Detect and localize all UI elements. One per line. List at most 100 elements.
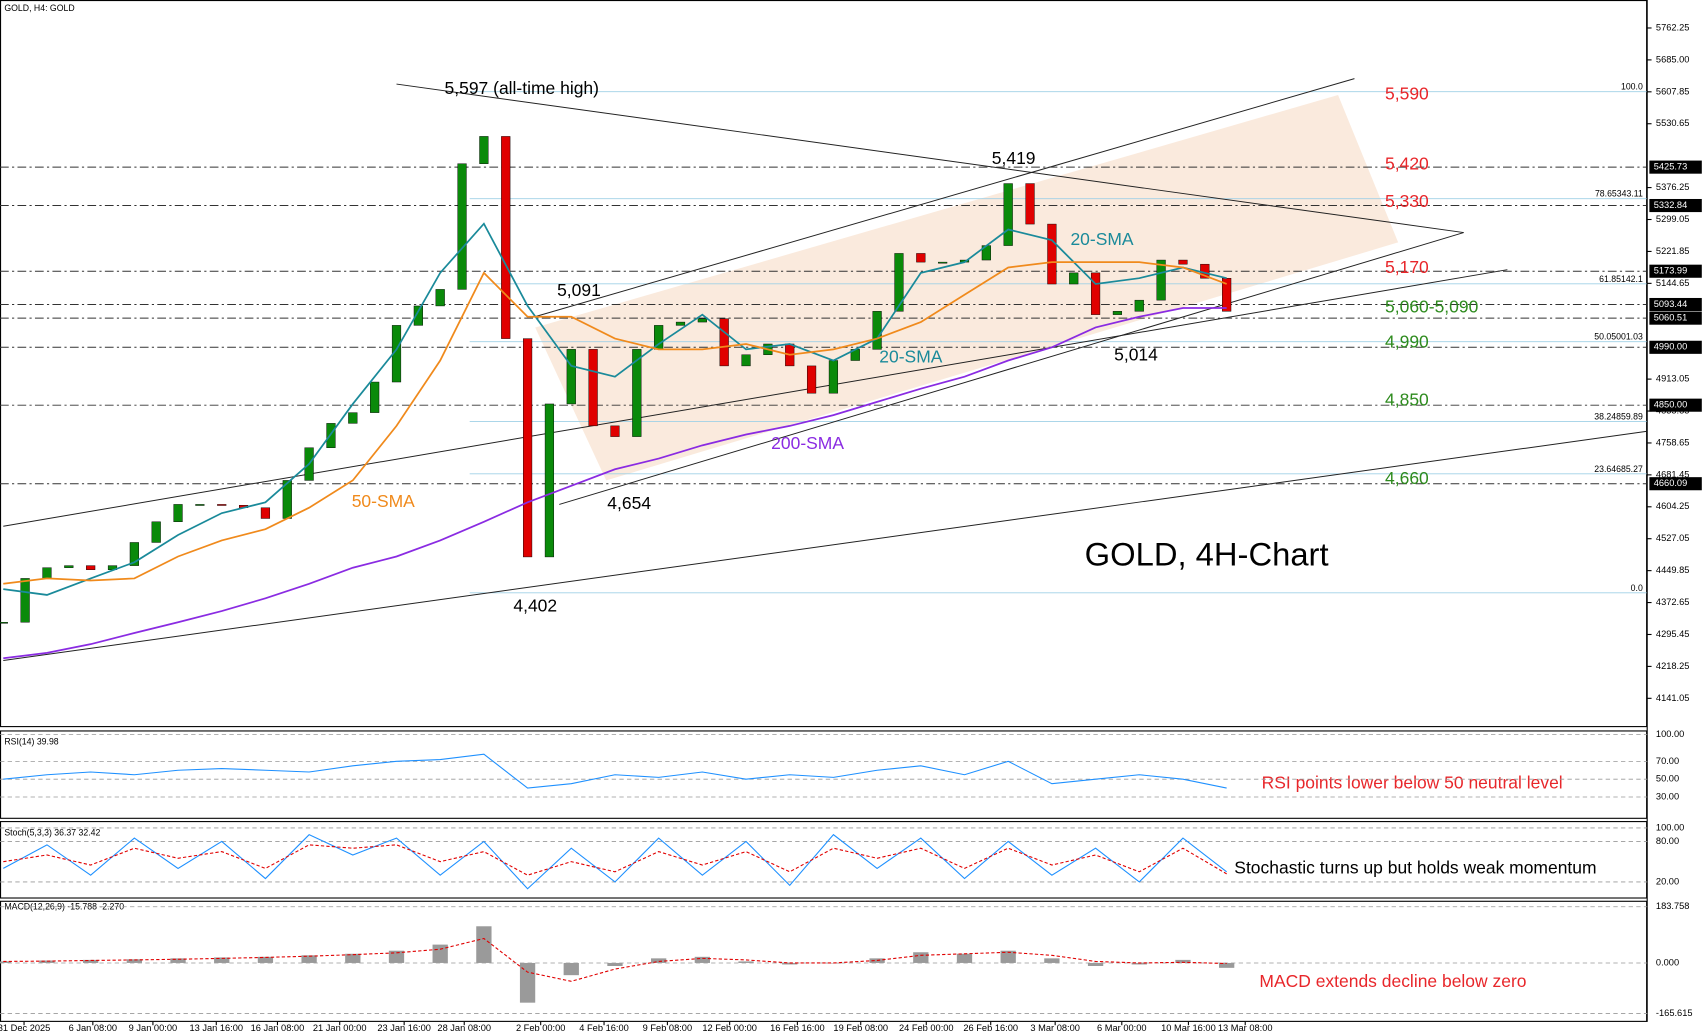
price-box-label: 5425.73 — [1654, 162, 1688, 172]
panel-tick-label: 183.758 — [1656, 901, 1690, 911]
trend-lines — [3, 78, 1648, 662]
macd-bar — [388, 950, 405, 963]
x-tick-label: 16 Feb 16:00 — [770, 1023, 825, 1033]
fib-label: 61.85142.1 — [1599, 274, 1643, 284]
sma-line — [3, 307, 1227, 660]
annotation: 5,014 — [1114, 345, 1158, 365]
y-tick-label: 5221.85 — [1656, 246, 1690, 256]
y-tick-label: 4527.05 — [1656, 533, 1690, 543]
fib-label: 38.24859.89 — [1594, 411, 1643, 421]
y-tick-label: 5607.85 — [1656, 86, 1690, 96]
macd-bar — [651, 958, 667, 963]
y-tick-label: 5299.05 — [1656, 214, 1690, 224]
price-box — [1649, 264, 1702, 278]
fib-label: 0.0 — [1631, 583, 1643, 593]
candle — [1222, 278, 1232, 312]
candle — [326, 423, 336, 448]
level-label: 5,420 — [1385, 154, 1429, 174]
price-box — [1649, 198, 1702, 213]
macd-bar — [1044, 958, 1060, 963]
macd-bar — [563, 962, 579, 976]
stoch-k-line — [3, 833, 1227, 890]
macd-bar — [257, 956, 274, 963]
candle — [0, 622, 8, 624]
fib-labels: 100.0 78.65343.11 61.85142.1 50.05001.03… — [1594, 82, 1643, 593]
macd-bar — [913, 952, 929, 963]
x-tick-label: 13 Jan 16:00 — [189, 1023, 243, 1033]
macd-signal — [3, 937, 1227, 982]
candle — [566, 349, 576, 405]
panel-tick-label: 80.00 — [1656, 836, 1679, 846]
chart-title: GOLD, 4H-Chart — [1085, 535, 1329, 572]
y-tick-label: 4218.25 — [1656, 661, 1690, 671]
fib-label: 23.64685.27 — [1594, 464, 1643, 474]
macd-bar — [170, 958, 186, 963]
macd-bar — [83, 959, 99, 963]
sma-line — [3, 222, 1227, 596]
price-box-label: 5093.44 — [1654, 299, 1688, 309]
candle — [1156, 259, 1166, 301]
x-tick-label: 21 Jan 00:00 — [313, 1023, 367, 1033]
panel-tick-label: 70.00 — [1656, 756, 1679, 766]
x-tick-label: 23 Jan 16:00 — [377, 1023, 431, 1033]
candle — [938, 261, 948, 264]
candle — [20, 578, 30, 623]
candle — [522, 338, 533, 558]
stoch-d-line — [3, 844, 1227, 876]
series-label: 200-SMA — [771, 433, 844, 453]
price-box-label: 4660.09 — [1654, 478, 1688, 488]
level-label: 5,060-5,090 — [1385, 296, 1479, 316]
y-tick-label: 4141.05 — [1656, 693, 1690, 703]
x-tick-label: 6 Jan 08:00 — [69, 1023, 117, 1033]
rsi-label: RSI(14) 39.98 — [4, 737, 58, 747]
candle — [1003, 183, 1013, 246]
candle — [588, 349, 598, 427]
candle — [370, 381, 380, 413]
y-tick-label: 4758.65 — [1656, 437, 1690, 447]
price-box-label: 5173.99 — [1654, 266, 1688, 276]
macd-bar — [476, 926, 492, 963]
annotation: 5,419 — [992, 148, 1036, 168]
rsi-line — [3, 753, 1227, 789]
level-label: 5,170 — [1385, 257, 1429, 277]
candle — [129, 542, 139, 566]
candle — [1178, 259, 1188, 265]
x-tick-label: 3 Mar 08:00 — [1030, 1023, 1079, 1033]
series-label: 20-SMA — [1070, 229, 1133, 249]
price-box-label: 5332.84 — [1654, 200, 1688, 210]
fib-lines — [469, 91, 1648, 594]
price-box — [1649, 160, 1702, 174]
candle — [1069, 272, 1079, 285]
y-tick-label: 4681.45 — [1656, 469, 1690, 479]
candle — [610, 425, 620, 437]
candle — [806, 365, 817, 394]
y-tick-label: 4604.25 — [1656, 501, 1690, 511]
macd-bar — [39, 960, 55, 963]
x-tick-label: 24 Feb 00:00 — [899, 1023, 954, 1033]
candle — [894, 253, 904, 312]
price-box — [1649, 297, 1702, 312]
candle — [173, 504, 183, 523]
macd-bar — [1219, 962, 1235, 968]
fib-label: 100.0 — [1621, 82, 1643, 92]
candle — [544, 403, 555, 558]
level-label: 5,590 — [1385, 83, 1429, 103]
candle — [86, 565, 96, 570]
level-label: 4,850 — [1385, 389, 1429, 409]
fib-zone — [535, 94, 1399, 481]
symbol-label: GOLD, H4: GOLD — [4, 3, 74, 13]
macd-bar — [126, 959, 142, 963]
macd-bar — [607, 962, 623, 967]
trend-line — [535, 78, 1355, 318]
panel-tick-label: 100.00 — [1656, 822, 1684, 832]
series-label: 50-SMA — [352, 491, 415, 511]
price-box — [1649, 398, 1702, 412]
candle — [217, 504, 227, 506]
sma-line — [3, 261, 1227, 585]
x-tick-label: 10 Mar 16:00 — [1161, 1023, 1216, 1033]
rsi-note: RSI points lower below 50 neutral level — [1262, 773, 1563, 793]
y-tick-label: 5530.65 — [1656, 118, 1690, 128]
trend-line — [3, 269, 1508, 527]
candle — [741, 354, 751, 367]
